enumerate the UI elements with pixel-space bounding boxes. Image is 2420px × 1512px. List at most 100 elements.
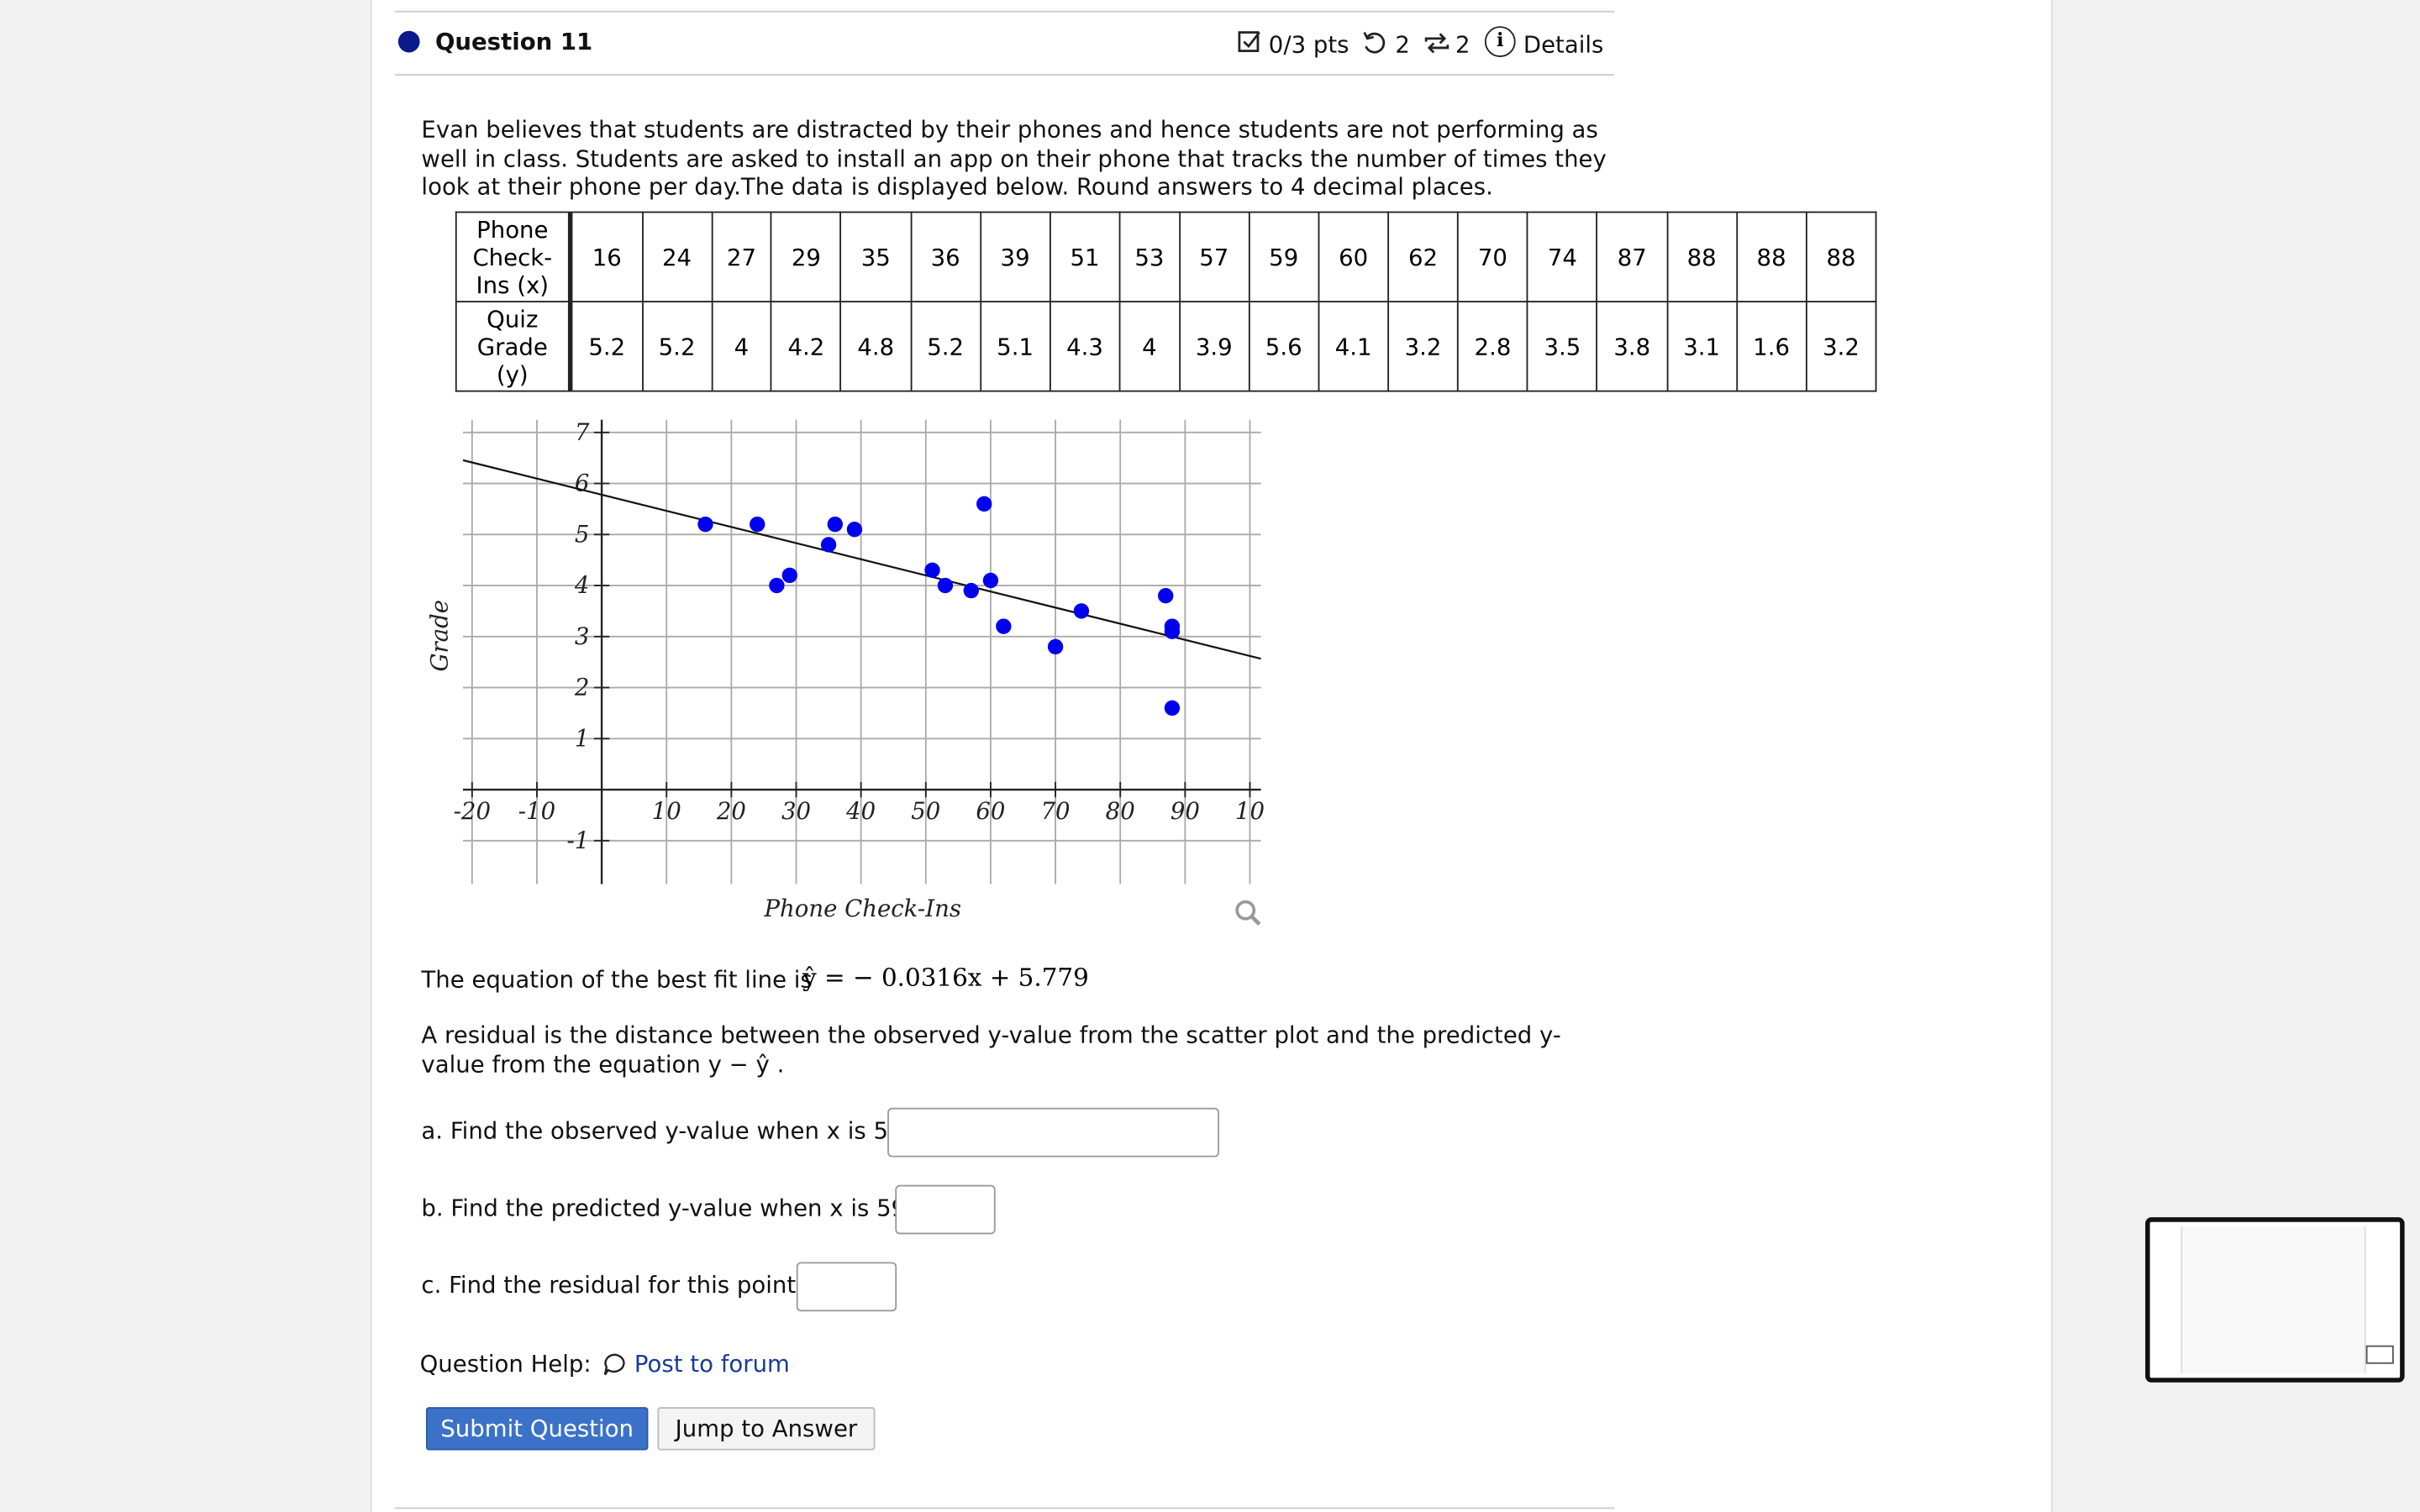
attempts: 2 [1455, 30, 1470, 59]
table-cell: 3.9 [1178, 301, 1250, 392]
details-link[interactable]: Details [1523, 30, 1604, 59]
jump-button[interactable]: Jump to Answer [657, 1407, 876, 1451]
x-tick-label: -10 [518, 798, 555, 825]
table-cell: 88 [1735, 211, 1807, 303]
help-label: Question Help: [419, 1350, 592, 1378]
x-tick-label: 40 [845, 798, 876, 825]
answer-a[interactable] [887, 1107, 1220, 1158]
table-cell: 3.5 [1526, 301, 1598, 392]
y-axis-label: Grade [427, 600, 454, 672]
table-cell: 24 [641, 211, 713, 303]
data-point [781, 567, 797, 584]
divider [395, 10, 1615, 13]
data-point [976, 496, 992, 512]
answer-c[interactable] [796, 1262, 897, 1312]
table-cell: 4.3 [1049, 301, 1121, 392]
table-cell: 57 [1178, 211, 1250, 303]
data-point [1164, 700, 1181, 717]
x-axis-label: Phone Check-Ins [763, 895, 960, 922]
x-tick-label: 60 [976, 798, 1005, 825]
table-row: Phone Check-Ins (x) 16 24 27 29 35 36 39 51 53 57 5… [455, 211, 1877, 303]
table-cell: 3.1 [1665, 301, 1738, 392]
table-cell: 16 [569, 211, 644, 303]
table-cell: 60 [1318, 211, 1390, 303]
table-cell: 5.2 [909, 301, 981, 392]
table-cell: 5.2 [641, 301, 713, 392]
equation-text: The equation of the best fit line is [421, 965, 813, 994]
scatter-graph: -20 -10 10 20 30 40 50 60 70 80 90 10 -1 1 2 3 4 5 6 7 Phone… [427, 419, 1265, 922]
table-cell: 87 [1596, 211, 1668, 303]
table-cell: 4 [711, 301, 772, 392]
submit-button[interactable]: Submit Question [425, 1407, 649, 1451]
data-point [1164, 618, 1181, 634]
x-tick-label: 90 [1171, 798, 1200, 825]
table-cell: 62 [1387, 211, 1459, 303]
y-tick-label: 6 [575, 470, 590, 497]
row-header: Phone Check-Ins (x) [455, 211, 573, 303]
zoom-icon[interactable] [1234, 900, 1262, 927]
data-point [697, 516, 713, 533]
data-point [820, 537, 837, 553]
residual-text: A residual is the distance between the o… [421, 1021, 1561, 1078]
data-point [937, 577, 954, 594]
x-tick-label: 10 [1235, 798, 1265, 825]
data-point [1158, 588, 1174, 604]
y-tick-label: 1 [575, 725, 590, 752]
data-point [827, 516, 843, 533]
table-cell: 2.8 [1457, 301, 1528, 392]
table-cell: 53 [1118, 211, 1181, 303]
x-tick-label: 30 [781, 798, 811, 825]
data-point [924, 562, 940, 578]
table-cell: 51 [1049, 211, 1121, 303]
table-cell: 39 [979, 211, 1051, 303]
data-point [1047, 638, 1064, 655]
table-cell: 59 [1248, 211, 1320, 303]
question-b: b. Find the predicted y-value when x is … [421, 1194, 907, 1222]
answer-b[interactable] [895, 1184, 996, 1235]
row-header: Quiz Grade (y) [455, 301, 573, 392]
table-row: Quiz Grade (y) 5.2 5.2 4 4.2 4.8 5.2 5.1 4.3 4 3.9… [455, 301, 1877, 392]
y-tick-label: -1 [567, 827, 590, 854]
table-cell: 88 [1805, 211, 1877, 303]
table-cell: 74 [1526, 211, 1598, 303]
x-tick-label: 80 [1106, 798, 1135, 825]
equation: ŷ = − 0.0316x + 5.779 [802, 963, 1089, 993]
table-cell: 3.8 [1596, 301, 1668, 392]
table-cell: 27 [711, 211, 772, 303]
minimap-viewport [2365, 1345, 2394, 1364]
question-a: a. Find the observed y-value when x is 5… [421, 1116, 903, 1145]
intro-text: Evan believes that students are distract… [421, 115, 1607, 201]
x-tick-label: 10 [652, 798, 681, 825]
data-point [750, 516, 765, 533]
x-tick-label: 20 [716, 798, 746, 825]
data-table: Phone Check-Ins (x) 16 24 27 29 35 36 39 51 53 57 5… [455, 211, 1877, 392]
y-tick-label: 4 [574, 572, 590, 599]
minimap[interactable] [2145, 1217, 2405, 1383]
fit-line [462, 459, 1261, 660]
x-tick-label: 70 [1041, 798, 1071, 825]
x-tick-label: 50 [911, 798, 940, 825]
table-cell: 88 [1665, 211, 1738, 303]
forum-link[interactable]: Post to forum [634, 1350, 790, 1378]
x-tick-label: -20 [454, 798, 491, 825]
data-point [963, 582, 979, 599]
score: 0/3 pts [1268, 30, 1349, 59]
data-point [996, 618, 1012, 634]
y-tick-label: 3 [575, 623, 590, 650]
table-cell: 1.6 [1735, 301, 1807, 392]
status-dot [397, 30, 420, 53]
table-cell: 5.1 [979, 301, 1051, 392]
minimap-page [2181, 1226, 2366, 1373]
table-cell: 3.2 [1805, 301, 1877, 392]
y-tick-label: 7 [575, 419, 590, 446]
score-icon [1238, 29, 1262, 54]
y-tick-label: 2 [574, 675, 590, 701]
retries: 2 [1395, 30, 1410, 59]
attempts-icon [1422, 31, 1453, 55]
table-cell: 5.2 [569, 301, 644, 392]
table-cell: 70 [1457, 211, 1528, 303]
retry-icon [1361, 31, 1389, 55]
info-icon[interactable]: i [1484, 26, 1516, 57]
